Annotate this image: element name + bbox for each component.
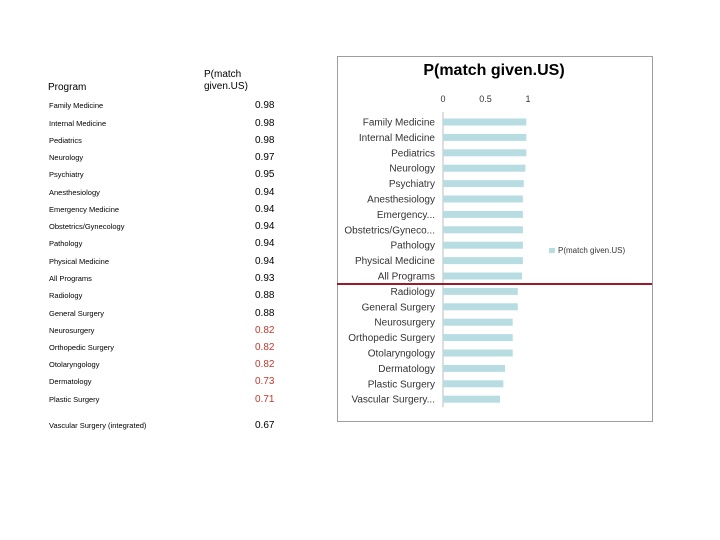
table-row-program: Emergency Medicine (49, 205, 120, 214)
category-label: Anesthesiology (367, 195, 435, 206)
table-row-program: Otolaryngology (49, 360, 100, 369)
chart-title: P(match given.US) (423, 62, 565, 79)
bar (443, 118, 527, 126)
bar (443, 395, 500, 403)
table-row-program: Internal Medicine (49, 119, 107, 128)
bar (443, 164, 526, 172)
bar (443, 226, 523, 234)
category-label: Neurology (389, 164, 435, 175)
probability-column-header: P(match given.US) (204, 69, 248, 92)
table-row-program: All Programs (49, 274, 92, 283)
program-column-header: Program (48, 82, 87, 93)
x-tick-label: 0 (440, 94, 445, 104)
table-row-program: Pediatrics (49, 136, 82, 145)
table-row-value: 0.95 (255, 169, 275, 180)
table-row-value: 0.94 (255, 187, 275, 198)
bar (443, 133, 527, 141)
table-row-value: 0.82 (255, 325, 275, 336)
bar (443, 318, 513, 326)
table-row-program: Pathology (49, 239, 83, 248)
table-row-program: Plastic Surgery (49, 395, 100, 404)
table-row-program: Psychiatry (49, 170, 84, 179)
category-label: Obstetrics/Gyneco... (344, 225, 435, 236)
table-row-program: Physical Medicine (49, 257, 110, 266)
bar (443, 149, 527, 157)
table-row-value: 0.88 (255, 308, 275, 319)
bar (443, 180, 524, 188)
bar (443, 334, 513, 342)
category-label: Dermatology (378, 364, 435, 375)
table-row-program: Neurosurgery (49, 326, 95, 335)
chart-frame (337, 56, 653, 422)
bar (443, 349, 513, 357)
category-label: Pediatrics (391, 148, 435, 159)
bar-chart: 0 0.5 1 Family Medicine Internal Medicine Ped… (344, 94, 625, 408)
category-label: Family Medicine (363, 118, 436, 129)
table-row-value: 0.94 (255, 204, 275, 215)
category-label: Pathology (391, 241, 435, 252)
category-label: General Surgery (362, 302, 435, 313)
table-row-value: 0.82 (255, 342, 275, 353)
table-row-value: 0.94 (255, 238, 275, 249)
bar (443, 241, 523, 249)
bar (443, 272, 523, 280)
table-row-program: Vascular Surgery (integrated) (49, 421, 147, 430)
category-label: Physical Medicine (355, 256, 435, 267)
table-row-value: 0.94 (255, 221, 275, 232)
x-tick-label: 1 (525, 94, 530, 104)
table-row-value: 0.98 (255, 118, 275, 129)
category-label: Emergency... (377, 210, 435, 221)
bar (443, 195, 523, 203)
table-row-program: General Surgery (49, 309, 105, 318)
table-row-value: 0.88 (255, 290, 275, 301)
table-row-value: 0.67 (255, 420, 275, 431)
bar (443, 287, 518, 295)
legend-swatch (549, 248, 555, 253)
bar (443, 303, 518, 311)
category-label: Vascular Surgery... (351, 395, 435, 406)
category-label: All Programs (378, 272, 435, 283)
category-label: Plastic Surgery (368, 379, 435, 390)
bar (443, 210, 523, 218)
table-row-program: Orthopedic Surgery (49, 343, 115, 352)
category-label: Radiology (391, 287, 435, 298)
table-row-value: 0.98 (255, 135, 275, 146)
table-row-program: Obstetrics/Gynecology (49, 222, 125, 231)
table-row-program: Dermatology (49, 377, 92, 386)
table-row-value: 0.94 (255, 256, 275, 267)
table-row-value: 0.82 (255, 359, 275, 370)
category-label: Neurosurgery (374, 318, 435, 329)
table-row-program: Family Medicine (49, 101, 104, 110)
category-label: Otolaryngology (368, 349, 435, 360)
category-label: Orthopedic Surgery (348, 333, 435, 344)
bar (443, 380, 504, 388)
table-row-program: Anesthesiology (49, 188, 100, 197)
category-label: Psychiatry (389, 179, 435, 190)
category-label: Internal Medicine (359, 133, 436, 144)
table-row-program: Radiology (49, 291, 83, 300)
legend-label: P(match given.US) (558, 246, 625, 255)
table-row-value: 0.97 (255, 152, 275, 163)
bar (443, 257, 523, 265)
table-row-program: Neurology (49, 153, 84, 162)
bar (443, 364, 506, 372)
x-tick-label: 0.5 (479, 94, 492, 104)
table-row-value: 0.73 (255, 376, 275, 387)
table-row-value: 0.71 (255, 394, 275, 405)
table-row-value: 0.93 (255, 273, 275, 284)
table-row-value: 0.98 (255, 100, 275, 111)
